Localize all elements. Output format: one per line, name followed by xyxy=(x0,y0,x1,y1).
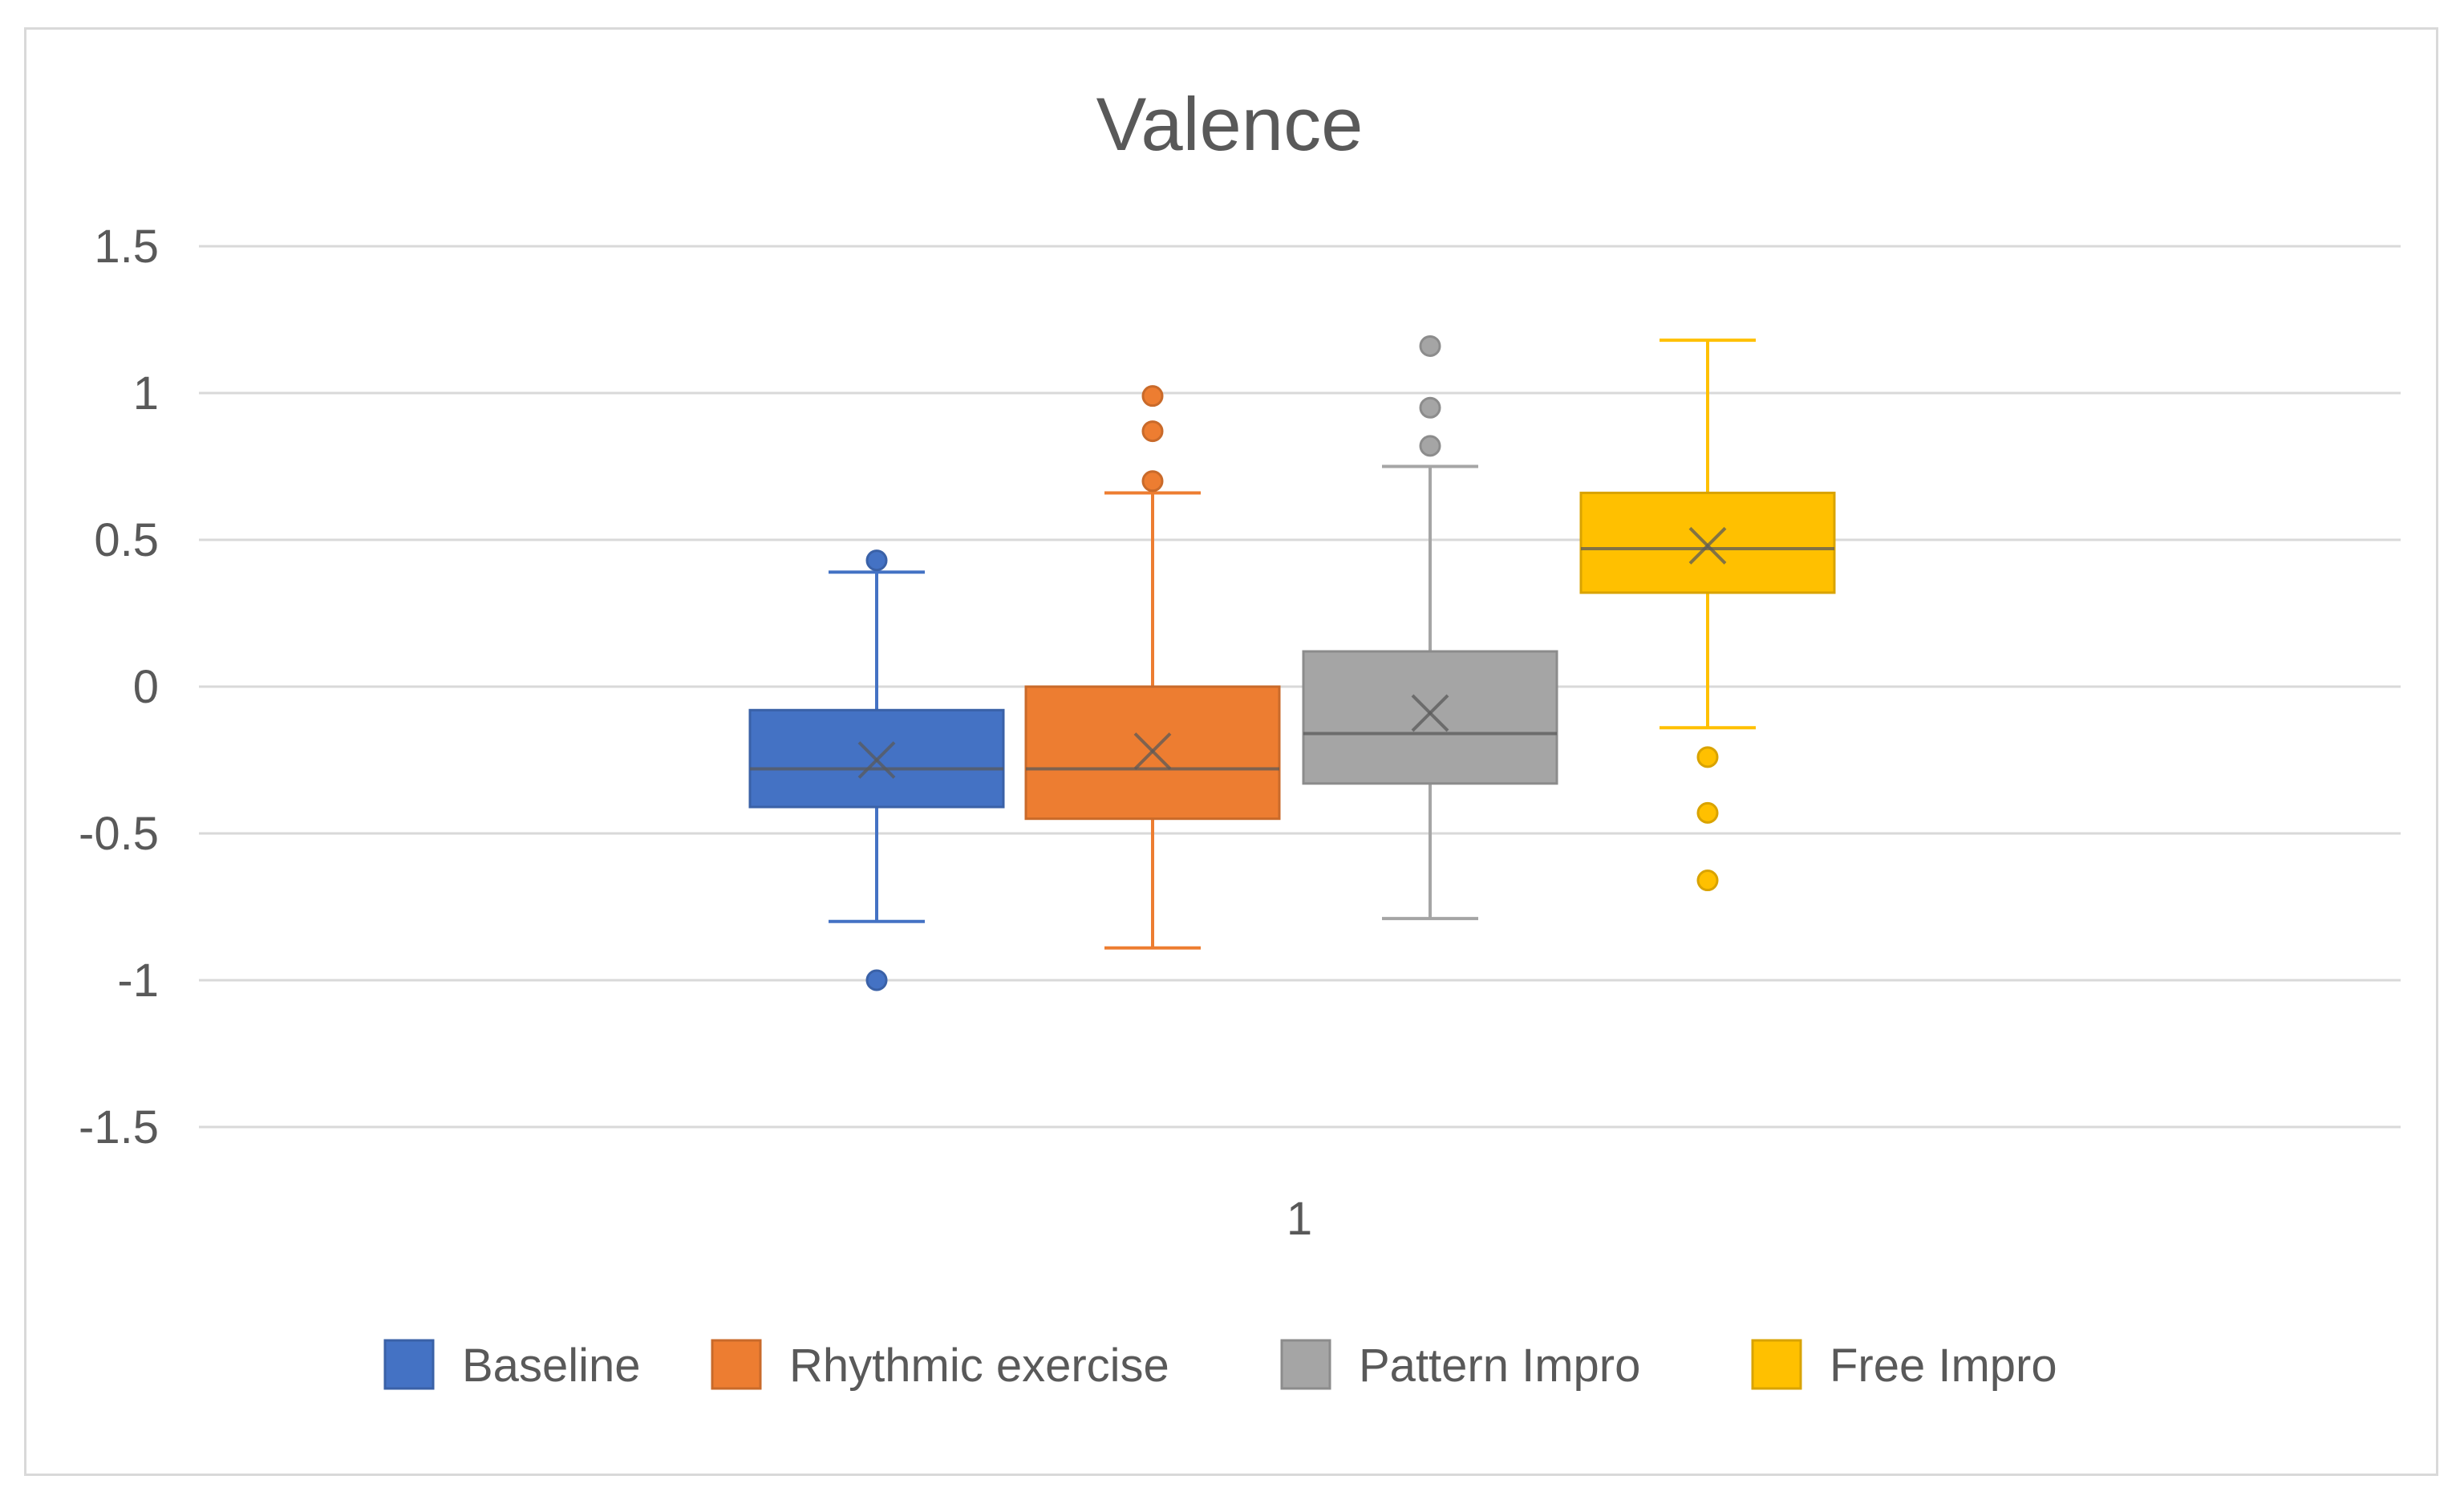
mean-marker xyxy=(857,741,896,779)
legend-swatch xyxy=(1280,1339,1331,1390)
y-tick-label: 1.5 xyxy=(94,221,159,273)
legend-item: Rhythmic exercise xyxy=(711,1339,1169,1392)
y-tick-label: -1.5 xyxy=(79,1101,159,1153)
x-tick-label: 1 xyxy=(1287,1193,1312,1245)
outlier-point xyxy=(1419,435,1441,457)
box-rhythmic-exercise xyxy=(1024,385,1281,950)
legend-label: Baseline xyxy=(462,1340,640,1392)
y-tick-label: 0.5 xyxy=(94,514,159,566)
legend-swatch xyxy=(383,1339,435,1390)
legend-swatch xyxy=(1751,1339,1802,1390)
box-pattern-impro xyxy=(1302,334,1558,921)
box-iqr xyxy=(1302,650,1558,785)
mean-marker xyxy=(1411,694,1449,732)
legend: Baseline Rhythmic exercise Pattern Impro Fr… xyxy=(383,1339,2057,1392)
outlier-point xyxy=(1419,334,1441,357)
box-series xyxy=(748,334,1836,991)
y-tick-label: 1 xyxy=(133,367,159,420)
chart-title: Valence xyxy=(1096,82,1364,166)
chart-frame: Valence 1.5 1 0.5 0 -0.5 -1 -1.5 1 Baseline Rhy… xyxy=(24,27,2438,1476)
y-tick-label: -0.5 xyxy=(79,808,159,860)
outlier-point xyxy=(1696,746,1719,768)
box-iqr xyxy=(1579,491,1836,594)
y-tick-label: 0 xyxy=(133,661,159,713)
y-axis-tick-labels: 1.5 1 0.5 0 -0.5 -1 -1.5 xyxy=(79,221,159,1153)
outlier-point xyxy=(1141,385,1164,407)
outlier-point xyxy=(865,549,888,572)
legend-item: Baseline xyxy=(383,1339,640,1392)
outlier-point xyxy=(1141,470,1164,493)
legend-swatch xyxy=(711,1339,762,1390)
box-free-impro xyxy=(1579,339,1836,892)
mean-marker xyxy=(1688,526,1727,565)
boxplot-chart: Valence 1.5 1 0.5 0 -0.5 -1 -1.5 1 Baseline Rhy… xyxy=(79,82,2401,1392)
legend-item: Free Impro xyxy=(1751,1339,2057,1392)
outlier-point xyxy=(1696,801,1719,824)
outlier-point xyxy=(1141,420,1164,443)
legend-label: Free Impro xyxy=(1830,1340,2057,1392)
legend-item: Pattern Impro xyxy=(1280,1339,1640,1392)
legend-label: Rhythmic exercise xyxy=(789,1340,1169,1392)
box-baseline xyxy=(748,549,1005,991)
outlier-point xyxy=(865,969,888,991)
x-axis-tick-labels: 1 xyxy=(1287,1193,1312,1245)
outlier-point xyxy=(1696,870,1719,892)
y-tick-label: -1 xyxy=(117,955,159,1007)
legend-label: Pattern Impro xyxy=(1359,1340,1640,1392)
outlier-point xyxy=(1419,396,1441,419)
gridlines xyxy=(199,245,2401,1129)
mean-marker xyxy=(1133,732,1172,770)
